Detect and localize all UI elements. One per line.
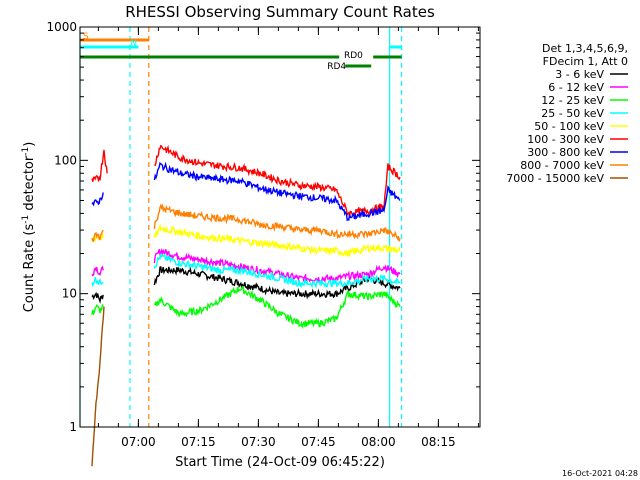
x-tick-label: 07:00	[121, 435, 156, 449]
y-axis-label: Count Rate (s-1 detector-1)	[21, 142, 37, 313]
chart-title: RHESSI Observing Summary Count Rates	[125, 3, 435, 21]
x-axis-label: Start Time (24-Oct-09 06:45:22)	[175, 455, 385, 470]
x-tick-label: 07:30	[241, 435, 276, 449]
series-line	[91, 253, 401, 290]
legend-label: 3 - 6 keV	[555, 68, 604, 81]
legend-label: 50 - 100 keV	[534, 120, 604, 133]
series-group	[91, 144, 401, 467]
series-line	[91, 306, 105, 467]
legend-label: 100 - 300 keV	[527, 133, 604, 146]
y-axis-label-part: detector	[22, 155, 37, 215]
legend-header: Det 1,3,4,5,6,9,	[542, 42, 628, 55]
x-tick-label: 08:15	[421, 435, 456, 449]
y-axis-label-part: )	[22, 142, 37, 147]
flag-label: N	[130, 39, 137, 49]
x-tick-label: 07:45	[301, 435, 336, 449]
flag-label: RD4	[327, 62, 346, 72]
legend-label: 12 - 25 keV	[541, 94, 604, 107]
legend-label: 25 - 50 keV	[541, 107, 604, 120]
legend-label: 300 - 800 keV	[527, 146, 604, 159]
flag-label: S	[83, 32, 89, 42]
series-line	[91, 144, 401, 217]
legend-label: 7000 - 15000 keV	[506, 172, 604, 185]
x-axis: 07:00 07:15 07:30 07:45 08:00 08:15	[97, 27, 479, 449]
series-line	[91, 286, 401, 330]
series-line	[91, 203, 401, 242]
series-line	[91, 248, 401, 284]
y-axis-label-part: Count Rate (s	[22, 224, 37, 313]
guide-lines	[79, 27, 403, 427]
legend: Det 1,3,4,5,6,9,FDecim 1, Att 03 - 6 keV…	[506, 42, 628, 185]
y-tick-label: 10	[62, 287, 77, 301]
plot-frame	[79, 26, 481, 428]
flag-label: RD0	[344, 51, 363, 61]
y-axis-label-part: -1	[21, 147, 31, 156]
y-tick-label: 1000	[46, 20, 77, 34]
series-line	[91, 223, 401, 257]
generation-timestamp: 16-Oct-2021 04:28	[562, 469, 638, 478]
y-axis-label-part: -1	[21, 215, 31, 224]
y-tick-label: 1	[69, 420, 77, 434]
legend-header: FDecim 1, Att 0	[543, 55, 628, 68]
legend-label: 6 - 12 keV	[548, 81, 604, 94]
x-tick-label: 07:15	[181, 435, 216, 449]
y-axis: 1 10 100 1000	[46, 20, 480, 434]
legend-label: 800 - 7000 keV	[520, 159, 604, 172]
series-line	[91, 161, 401, 222]
x-tick-label: 08:00	[361, 435, 396, 449]
y-tick-label: 100	[54, 153, 77, 167]
